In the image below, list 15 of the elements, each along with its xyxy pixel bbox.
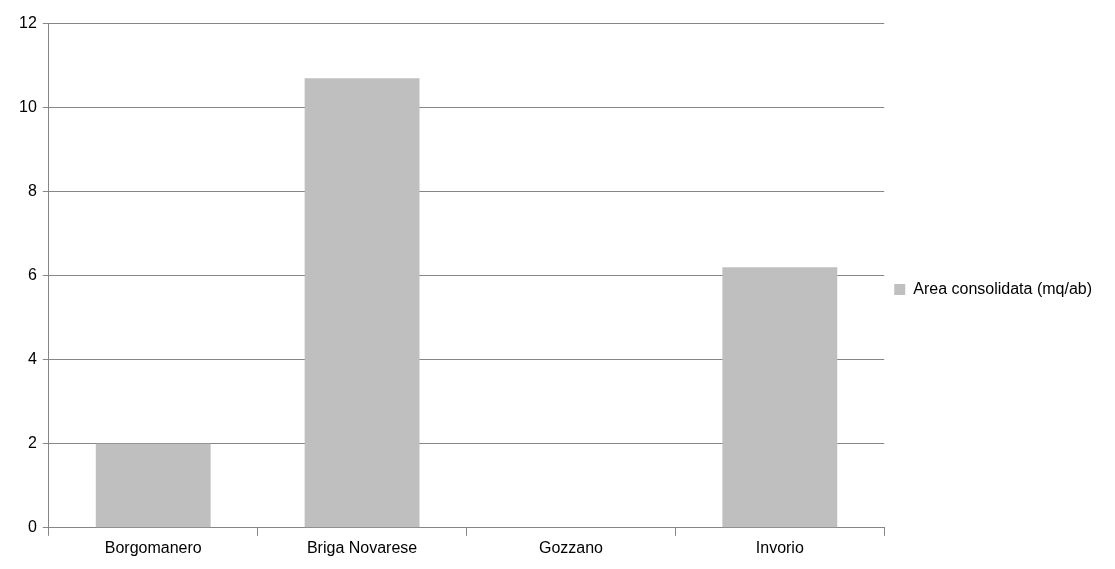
bar [722,267,838,528]
y-tick-label: 6 [27,266,37,284]
y-tick-label: 4 [27,350,37,368]
bar [95,443,211,528]
y-tick-label: 2 [27,434,37,452]
bar [304,78,420,528]
y-tick-label: 8 [27,182,37,200]
x-tick-label: Gozzano [538,538,604,556]
y-tick-label: 0 [27,518,37,536]
x-tick-label: Borgomanero [104,538,202,556]
legend-label: Area consolidata (mq/ab) [913,279,1093,297]
x-tick-label: Invorio [755,538,804,556]
y-tick-label: 10 [19,98,37,116]
x-tick-label: Briga Novarese [306,538,418,556]
y-tick-label: 12 [19,14,37,32]
